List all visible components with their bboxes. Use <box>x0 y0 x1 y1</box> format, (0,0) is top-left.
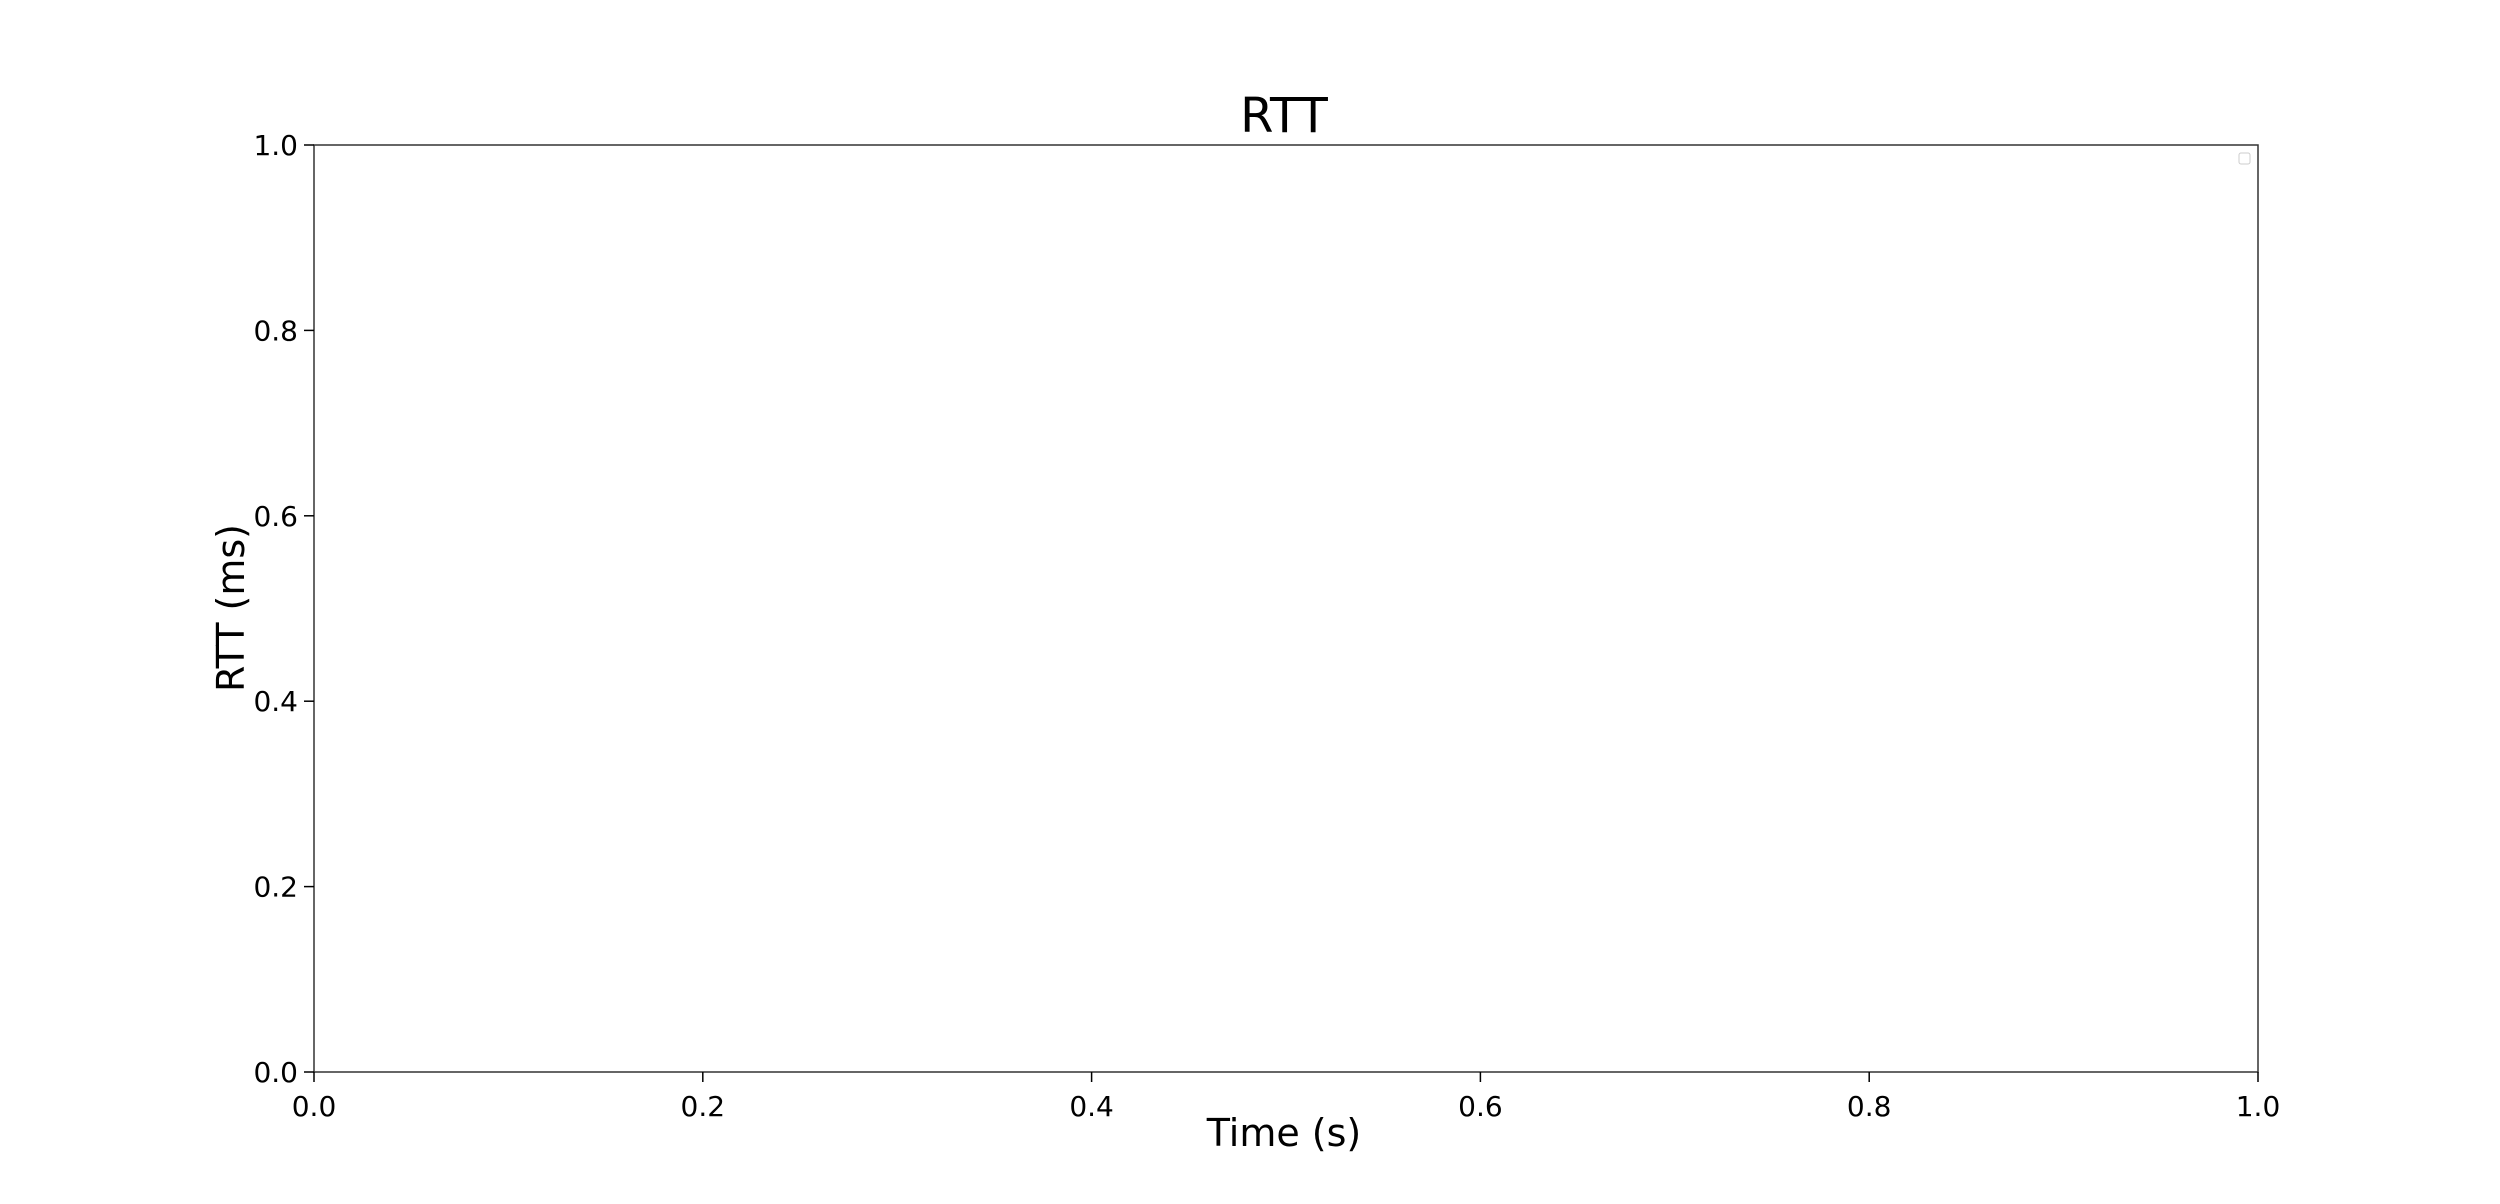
y-tick-label: 0.8 <box>253 314 298 347</box>
x-tick-label: 0.4 <box>1069 1090 1114 1123</box>
y-tick-label: 1.0 <box>253 129 298 162</box>
x-tick-label: 0.6 <box>1458 1090 1503 1123</box>
x-tick-label: 0.8 <box>1847 1090 1892 1123</box>
x-tick-label: 0.2 <box>681 1090 726 1123</box>
x-axis-label: Time (s) <box>1206 1111 1362 1155</box>
y-tick-label: 0.4 <box>253 685 298 718</box>
x-tick-label: 1.0 <box>2236 1090 2281 1123</box>
empty-legend-box <box>2238 152 2251 165</box>
x-axis-ticks: 0.0 0.2 0.4 0.6 0.8 1.0 <box>292 1072 2281 1123</box>
y-axis-ticks: 0.0 0.2 0.4 0.6 0.8 1.0 <box>253 129 314 1089</box>
axes-frame <box>313 144 2259 1073</box>
y-axis-label: RTT (ms) <box>209 524 253 692</box>
x-tick-label: 0.0 <box>292 1090 337 1123</box>
chart-title: RTT <box>1240 88 1328 144</box>
y-tick-label: 0.0 <box>253 1056 298 1089</box>
y-tick-label: 0.2 <box>253 871 298 904</box>
y-tick-label: 0.6 <box>253 500 298 533</box>
plot-area <box>313 144 2259 1073</box>
